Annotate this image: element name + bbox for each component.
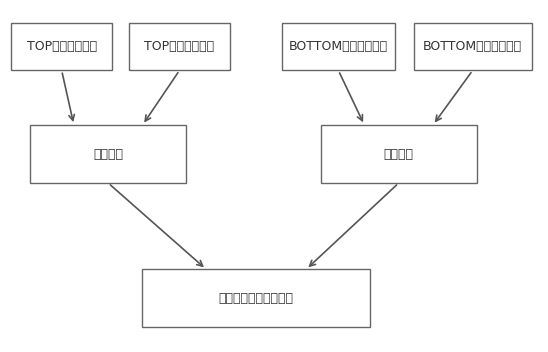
FancyBboxPatch shape (414, 23, 532, 70)
FancyBboxPatch shape (142, 269, 370, 327)
FancyBboxPatch shape (321, 125, 477, 183)
Text: 在线表面质量检测系统: 在线表面质量检测系统 (219, 292, 294, 305)
Text: TOP暗场检测相机: TOP暗场检测相机 (145, 40, 214, 53)
FancyBboxPatch shape (11, 23, 112, 70)
FancyBboxPatch shape (282, 23, 395, 70)
Text: 图像处理: 图像处理 (384, 147, 414, 161)
FancyBboxPatch shape (30, 125, 186, 183)
Text: TOP明场检测相机: TOP明场检测相机 (27, 40, 96, 53)
Text: BOTTOM明场检测相机: BOTTOM明场检测相机 (289, 40, 388, 53)
Text: 图像处理: 图像处理 (93, 147, 123, 161)
Text: BOTTOM暗场检测相机: BOTTOM暗场检测相机 (423, 40, 522, 53)
FancyBboxPatch shape (129, 23, 230, 70)
